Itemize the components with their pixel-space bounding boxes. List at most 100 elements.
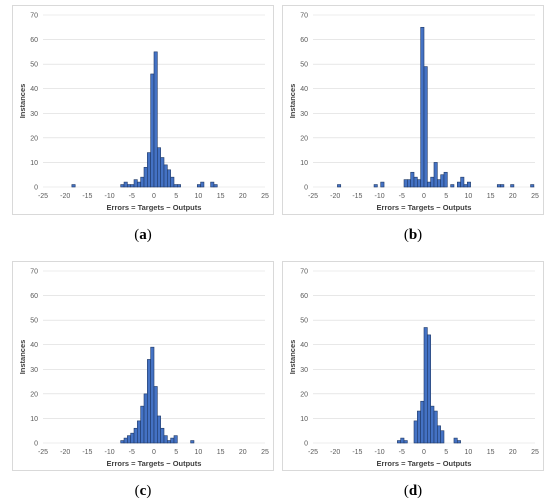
histogram-bar (153, 386, 158, 444)
histogram-bar (420, 400, 425, 444)
x-tick-label: 5 (444, 193, 448, 200)
y-tick-label: 60 (300, 37, 308, 44)
histogram-bar (127, 184, 131, 188)
histogram-svg: 0 10 20 30 40 50 60 70 -25 -20 -15 -10 -5 0 5 10 15 20 25 E… (18, 269, 269, 469)
y-axis-title: Instances (288, 340, 297, 375)
y-tick-label: 60 (30, 37, 38, 44)
caption-b: (b) (282, 227, 544, 244)
histogram-bar (170, 437, 175, 444)
x-tick-label: 25 (261, 193, 269, 200)
caption-letter: c (139, 483, 147, 499)
x-tick-label: 5 (174, 449, 178, 456)
histogram-bar (120, 440, 125, 444)
y-axis-title: Instances (18, 340, 27, 375)
histogram-bar (157, 415, 161, 444)
histogram-bar (123, 181, 128, 188)
x-tick-label: -20 (60, 449, 70, 456)
x-tick-label: -20 (330, 449, 340, 456)
histogram-bar (200, 181, 205, 188)
y-tick-label: 0 (34, 441, 38, 448)
x-tick-label: -5 (399, 193, 405, 200)
histogram-bar (440, 430, 445, 444)
histogram-bar (170, 176, 175, 188)
histogram-bar (417, 410, 421, 444)
histogram-bar (177, 184, 181, 188)
histogram-bar (430, 176, 435, 188)
histogram-bar (133, 179, 138, 188)
histogram-bar (440, 174, 445, 188)
histogram-bar (123, 437, 128, 444)
caption-letter: a (139, 227, 147, 243)
x-tick-label: 15 (217, 449, 225, 456)
histogram-bar (133, 427, 138, 444)
y-tick-label: 40 (300, 86, 308, 93)
x-axis-title: Errors = Targets − Outputs (377, 203, 472, 212)
x-tick-label: 15 (217, 193, 225, 200)
y-tick-label: 40 (300, 342, 308, 349)
y-axis-title: Instances (288, 84, 297, 119)
histogram-bar (143, 393, 148, 444)
caption-open-paren: ( (134, 227, 140, 243)
x-tick-label: -15 (82, 193, 92, 200)
y-tick-label: 20 (30, 135, 38, 142)
x-tick-label: -25 (38, 193, 48, 200)
histogram-bar (140, 405, 145, 444)
x-tick-label: 10 (465, 193, 473, 200)
chart-area-c: 0 10 20 30 40 50 60 70 -25 -20 -15 -10 -5 0 5 10 15 20 25 E… (12, 261, 274, 471)
histogram-bar (380, 181, 385, 188)
y-tick-label: 0 (304, 441, 308, 448)
y-tick-label: 60 (300, 293, 308, 300)
x-tick-label: -10 (375, 193, 385, 200)
y-tick-label: 30 (30, 367, 38, 374)
x-tick-label: 0 (422, 449, 426, 456)
histogram-bar (130, 184, 135, 188)
caption-d: (d) (282, 483, 544, 500)
histogram-bar (400, 437, 405, 444)
y-tick-label: 20 (300, 135, 308, 142)
x-tick-label: -5 (129, 193, 135, 200)
histogram-bar (150, 346, 155, 444)
histogram-bar (430, 405, 435, 444)
x-tick-label: 5 (444, 449, 448, 456)
histogram-bar (167, 169, 171, 188)
histogram-bar (167, 440, 171, 444)
histogram-bar (423, 66, 428, 188)
x-tick-label: 0 (422, 193, 426, 200)
caption-open-paren: ( (403, 483, 409, 499)
histogram-bar (443, 171, 448, 188)
y-tick-label: 0 (34, 185, 38, 192)
x-tick-label: 0 (152, 449, 156, 456)
y-tick-label: 70 (300, 269, 308, 276)
x-tick-label: 10 (195, 449, 203, 456)
caption-open-paren: ( (403, 227, 409, 243)
x-tick-label: -15 (352, 193, 362, 200)
histogram-bar (127, 435, 131, 444)
histogram-svg: 0 10 20 30 40 50 60 70 -25 -20 -15 -10 -5 0 5 10 15 20 25 E… (18, 13, 269, 213)
chart-area-a: 0 10 20 30 40 50 60 70 -25 -20 -15 -10 -5 0 5 10 15 20 25 E… (12, 5, 274, 215)
caption-open-paren: ( (134, 483, 140, 499)
caption-letter: b (408, 227, 418, 243)
y-tick-label: 70 (30, 13, 38, 20)
y-tick-label: 20 (300, 391, 308, 398)
histogram-bar (413, 420, 418, 444)
histogram-bar (163, 435, 168, 444)
histogram-bar (147, 152, 151, 188)
x-tick-label: -15 (352, 449, 362, 456)
y-tick-label: 50 (300, 318, 308, 325)
x-tick-label: 20 (239, 449, 247, 456)
chart-area-b: 0 10 20 30 40 50 60 70 -25 -20 -15 -10 -5 0 5 10 15 20 25 E… (282, 5, 544, 215)
histogram-bar (420, 26, 425, 188)
y-tick-label: 10 (300, 160, 308, 167)
x-tick-label: -10 (375, 449, 385, 456)
histogram-bar (457, 440, 461, 444)
histogram-bar (423, 327, 428, 444)
x-tick-label: -10 (105, 449, 115, 456)
y-tick-label: 30 (30, 111, 38, 118)
histogram-bar (403, 179, 408, 188)
histogram-bar (397, 440, 401, 444)
x-tick-label: 10 (195, 193, 203, 200)
y-tick-label: 10 (300, 416, 308, 423)
histogram-bar (137, 420, 141, 444)
y-tick-label: 30 (300, 367, 308, 374)
histogram-bar (173, 184, 178, 188)
